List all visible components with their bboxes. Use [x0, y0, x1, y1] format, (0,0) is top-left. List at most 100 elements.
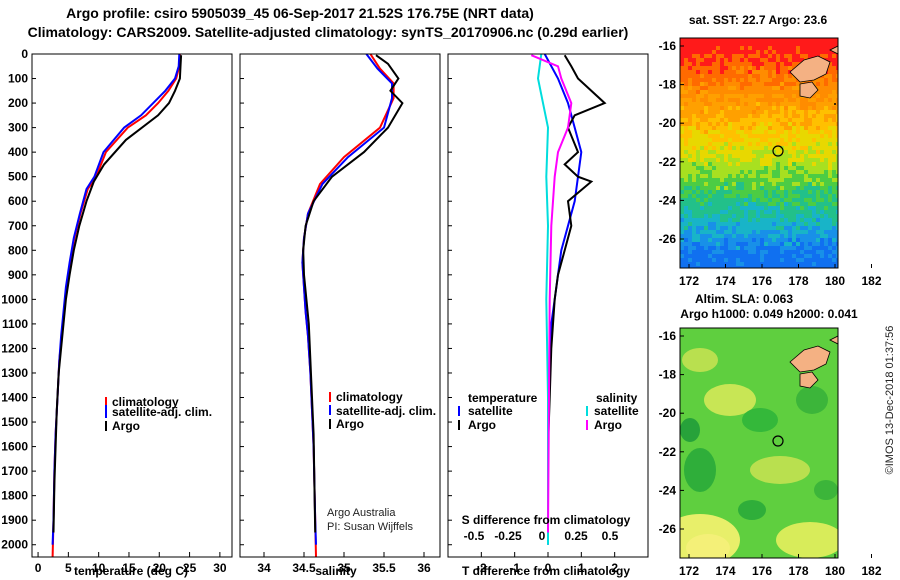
sst-cell: [724, 42, 728, 46]
sst-cell: [768, 178, 772, 182]
sst-cell: [812, 38, 816, 42]
sst-cell: [824, 106, 828, 110]
sst-cell: [692, 210, 696, 214]
sst-cell: [760, 198, 764, 202]
sst-cell: [716, 134, 720, 138]
sst-cell: [788, 62, 792, 66]
sst-cell: [764, 86, 768, 90]
sst-cell: [816, 86, 820, 90]
sst-cell: [748, 154, 752, 158]
sst-cell: [744, 142, 748, 146]
series-line-0: [301, 54, 395, 557]
sst-cell: [836, 158, 838, 162]
sst-cell: [836, 230, 838, 234]
sst-cell: [820, 230, 824, 234]
sst-cell: [692, 158, 696, 162]
sst-cell: [828, 106, 832, 110]
sst-cell: [792, 258, 796, 262]
sst-cell: [728, 166, 732, 170]
sst-cell: [816, 202, 820, 206]
sst-cell: [680, 226, 684, 230]
sst-cell: [692, 242, 696, 246]
sst-cell: [800, 238, 804, 242]
sst-cell: [704, 250, 708, 254]
sst-cell: [744, 190, 748, 194]
sst-cell: [692, 182, 696, 186]
sst-cell: [688, 38, 692, 42]
sst-cell: [732, 86, 736, 90]
sst-cell: [696, 266, 700, 268]
sst-cell: [684, 78, 688, 82]
sst-cell: [804, 130, 808, 134]
sst-cell: [748, 226, 752, 230]
sst-cell: [728, 230, 732, 234]
sst-cell: [732, 62, 736, 66]
sst-cell: [780, 162, 784, 166]
sst-cell: [692, 146, 696, 150]
sst-cell: [712, 226, 716, 230]
sst-cell: [752, 42, 756, 46]
sst-cell: [748, 150, 752, 154]
sst-cell: [704, 118, 708, 122]
sst-cell: [740, 230, 744, 234]
sst-cell: [832, 214, 836, 218]
sst-cell: [756, 222, 760, 226]
sst-cell: [740, 126, 744, 130]
sst-cell: [752, 170, 756, 174]
sst-cell: [700, 186, 704, 190]
sst-cell: [804, 234, 808, 238]
sst-cell: [764, 246, 768, 250]
sst-cell: [768, 254, 772, 258]
sst-cell: [752, 266, 756, 268]
sst-cell: [776, 250, 780, 254]
lat-tick-label: -26: [659, 522, 677, 536]
sst-cell: [824, 146, 828, 150]
sst-cell: [716, 190, 720, 194]
sst-cell: [680, 246, 684, 250]
sst-cell: [692, 186, 696, 190]
sst-cell: [760, 218, 764, 222]
sst-cell: [732, 138, 736, 142]
sst-cell: [804, 186, 808, 190]
sst-cell: [768, 194, 772, 198]
sst-cell: [788, 50, 792, 54]
sst-cell: [740, 110, 744, 114]
sst-cell: [796, 222, 800, 226]
sst-cell: [700, 162, 704, 166]
sst-cell: [680, 90, 684, 94]
sst-cell: [800, 146, 804, 150]
sst-cell: [768, 250, 772, 254]
sst-cell: [804, 166, 808, 170]
sst-cell: [820, 162, 824, 166]
sst-cell: [744, 218, 748, 222]
sst-cell: [724, 162, 728, 166]
sst-cell: [696, 182, 700, 186]
x-tick-label: 2: [611, 561, 618, 575]
sst-cell: [724, 242, 728, 246]
sst-cell: [684, 190, 688, 194]
sst-cell: [784, 106, 788, 110]
sst-cell: [724, 250, 728, 254]
sst-cell: [696, 58, 700, 62]
sst-cell: [692, 114, 696, 118]
sst-cell: [824, 158, 828, 162]
sst-cell: [700, 102, 704, 106]
sst-cell: [832, 194, 836, 198]
sst-cell: [720, 190, 724, 194]
sst-cell: [684, 210, 688, 214]
sst-cell: [804, 178, 808, 182]
sst-cell: [696, 174, 700, 178]
sst-cell: [724, 122, 728, 126]
sst-cell: [720, 62, 724, 66]
sst-cell: [796, 166, 800, 170]
sst-cell: [752, 154, 756, 158]
sst-cell: [700, 194, 704, 198]
sst-cell: [836, 70, 838, 74]
sst-cell: [688, 170, 692, 174]
sst-cell: [768, 262, 772, 266]
sst-cell: [820, 262, 824, 266]
sst-cell: [736, 154, 740, 158]
sst-cell: [692, 154, 696, 158]
sst-cell: [772, 130, 776, 134]
legend-t-satellite: satellite: [468, 404, 513, 418]
